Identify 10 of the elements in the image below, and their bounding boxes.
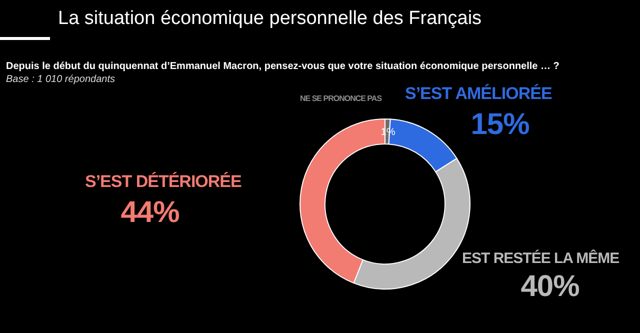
slice-label: S’EST AMÉLIORÉE <box>405 84 552 104</box>
slice-label: EST RESTÉE LA MÊME <box>462 250 620 267</box>
text: Base : 1 010 répondants <box>6 74 115 85</box>
slice-label: S’EST DÉTÉRIORÉE <box>85 172 242 192</box>
chart-title: La situation économique personnelle des Français <box>58 8 482 30</box>
slice-label: NE SE PRONONCE PAS <box>300 94 382 103</box>
data-label: 40% <box>520 270 580 304</box>
data-label: 44% <box>120 196 180 230</box>
data-label: 15% <box>470 108 530 142</box>
chart-subtitle: Depuis le début du quinquennat d’Emmanuel Macron, pensez-vous que votre situation économique personnelle … ? <box>6 61 560 72</box>
